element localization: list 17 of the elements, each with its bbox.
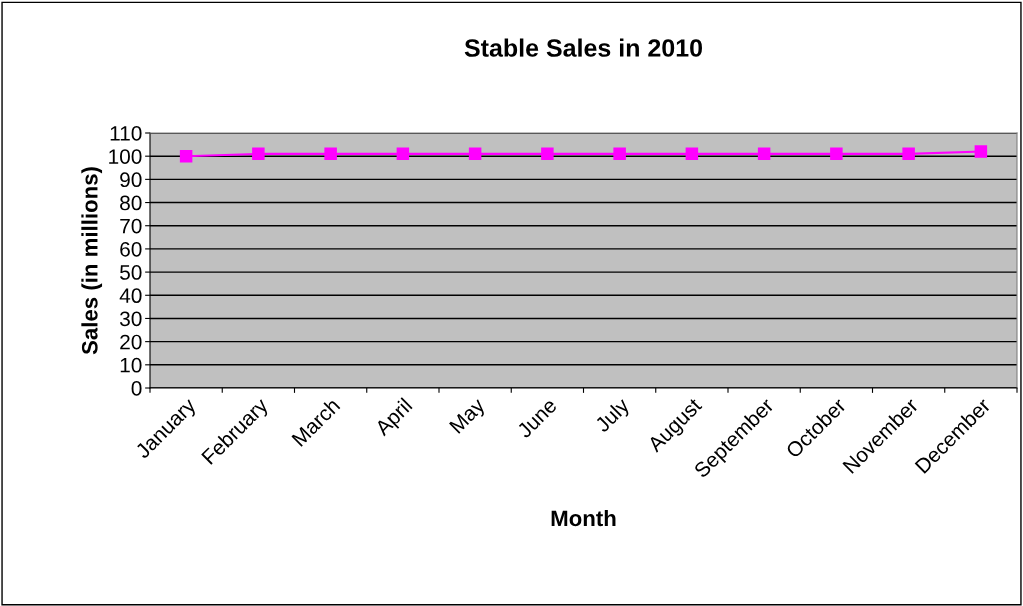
y-tick-label: 90 (120, 172, 142, 188)
y-tick-label: 80 (120, 195, 142, 211)
x-axis-title: Month (551, 509, 616, 527)
y-tick-label: 20 (120, 334, 142, 350)
y-tick-label: 50 (120, 265, 142, 280)
y-axis-title: Sales (in millions) (81, 167, 103, 355)
y-tick-label: 10 (120, 357, 142, 373)
y-tick-label: 0 (131, 381, 142, 396)
y-tick-label: 70 (120, 218, 142, 234)
x-tick-label: May (449, 396, 489, 437)
y-tick-label: 100 (109, 149, 142, 164)
y-tick-label: 60 (120, 241, 142, 257)
chart-title: Stable Sales in 2010 (464, 38, 702, 57)
y-tick-label: 110 (110, 126, 142, 141)
y-tick-label: 40 (119, 288, 142, 304)
x-tick-label: July (593, 396, 634, 437)
y-tick-label: 30 (119, 311, 142, 327)
